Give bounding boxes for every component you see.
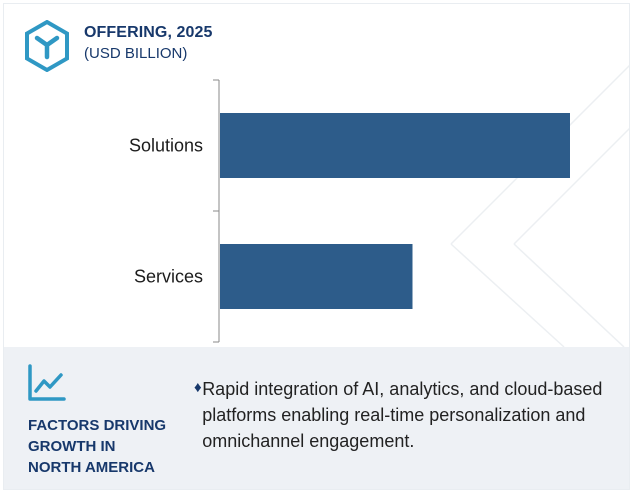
factors-panel: FACTORS DRIVING GROWTH IN NORTH AMERICA … <box>4 347 629 489</box>
diamond-bullet-icon: ♦ <box>194 379 202 396</box>
factors-title-line: NORTH AMERICA <box>28 459 155 476</box>
category-label: Solutions <box>129 136 203 156</box>
trend-chart-icon <box>28 364 66 401</box>
factor-item: ♦ Rapid integration of AI, analytics, an… <box>194 376 614 454</box>
bar-chart: Solutions Services <box>129 79 570 343</box>
chart-header: OFFERING, 2025 (USD BILLION) <box>24 20 213 72</box>
chart-subtitle: (USD BILLION) <box>84 45 188 62</box>
bar-services <box>220 244 413 309</box>
brand-logo-icon <box>25 20 69 72</box>
bar-solutions <box>220 113 570 178</box>
factors-title: FACTORS DRIVING GROWTH IN NORTH AMERICA <box>28 415 198 478</box>
infographic-card: OFFERING, 2025 (USD BILLION) Solutions Se… <box>3 3 630 490</box>
category-label: Services <box>134 267 203 287</box>
factors-title-line: GROWTH IN <box>28 438 116 455</box>
factors-title-line: FACTORS DRIVING <box>28 417 167 434</box>
factor-text: Rapid integration of AI, analytics, and … <box>202 379 603 451</box>
chart-title: OFFERING, 2025 <box>84 24 213 41</box>
